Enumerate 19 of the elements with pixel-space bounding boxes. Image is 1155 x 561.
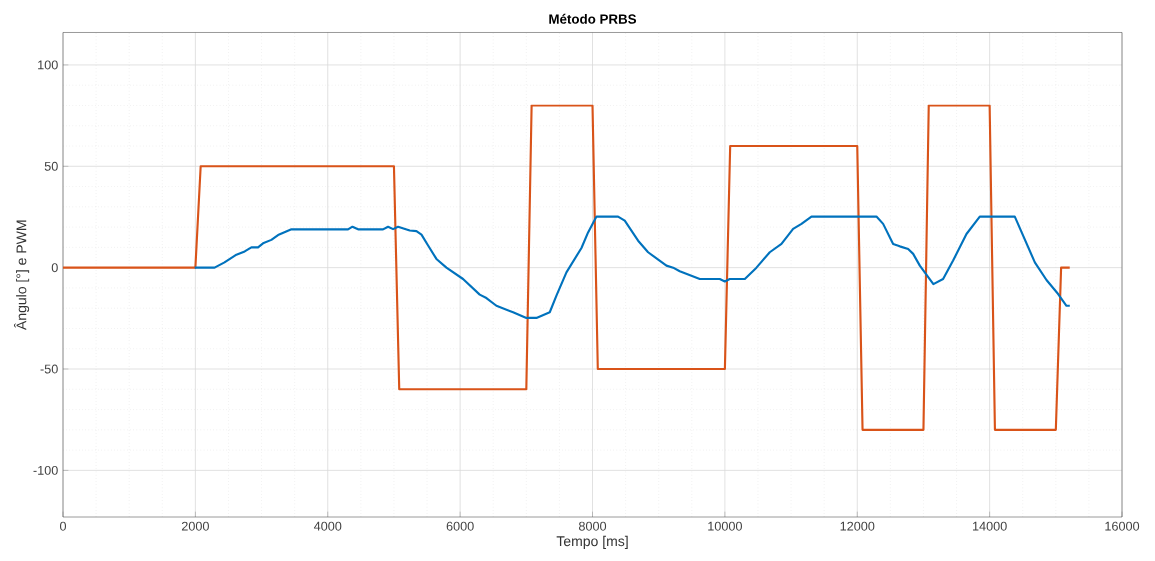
x-tick-label: 12000 bbox=[840, 521, 875, 531]
x-tick-label: 6000 bbox=[446, 521, 474, 531]
x-tick-label: 10000 bbox=[708, 521, 742, 531]
y-tick-label: 50 bbox=[44, 161, 58, 171]
x-tick-label: 16000 bbox=[1105, 521, 1140, 531]
x-tick-label: 2000 bbox=[181, 521, 209, 531]
y-axis-title: Ângulo [°] e PWM bbox=[13, 220, 30, 331]
y-tick-label: -100 bbox=[33, 465, 58, 475]
line-series bbox=[193, 215, 1071, 319]
line-series bbox=[63, 104, 1071, 431]
chart-title: Método PRBS bbox=[549, 13, 637, 24]
x-tick-label: 4000 bbox=[313, 521, 342, 531]
y-tick-label: 0 bbox=[51, 263, 58, 273]
y-tick-label: -50 bbox=[40, 364, 58, 374]
x-axis-title: Tempo [ms] bbox=[556, 535, 628, 549]
x-tick-label: 8000 bbox=[578, 521, 607, 531]
x-tick-label: 14000 bbox=[972, 521, 1007, 531]
x-tick-label: 0 bbox=[59, 521, 67, 531]
y-tick-label: 100 bbox=[38, 60, 58, 70]
